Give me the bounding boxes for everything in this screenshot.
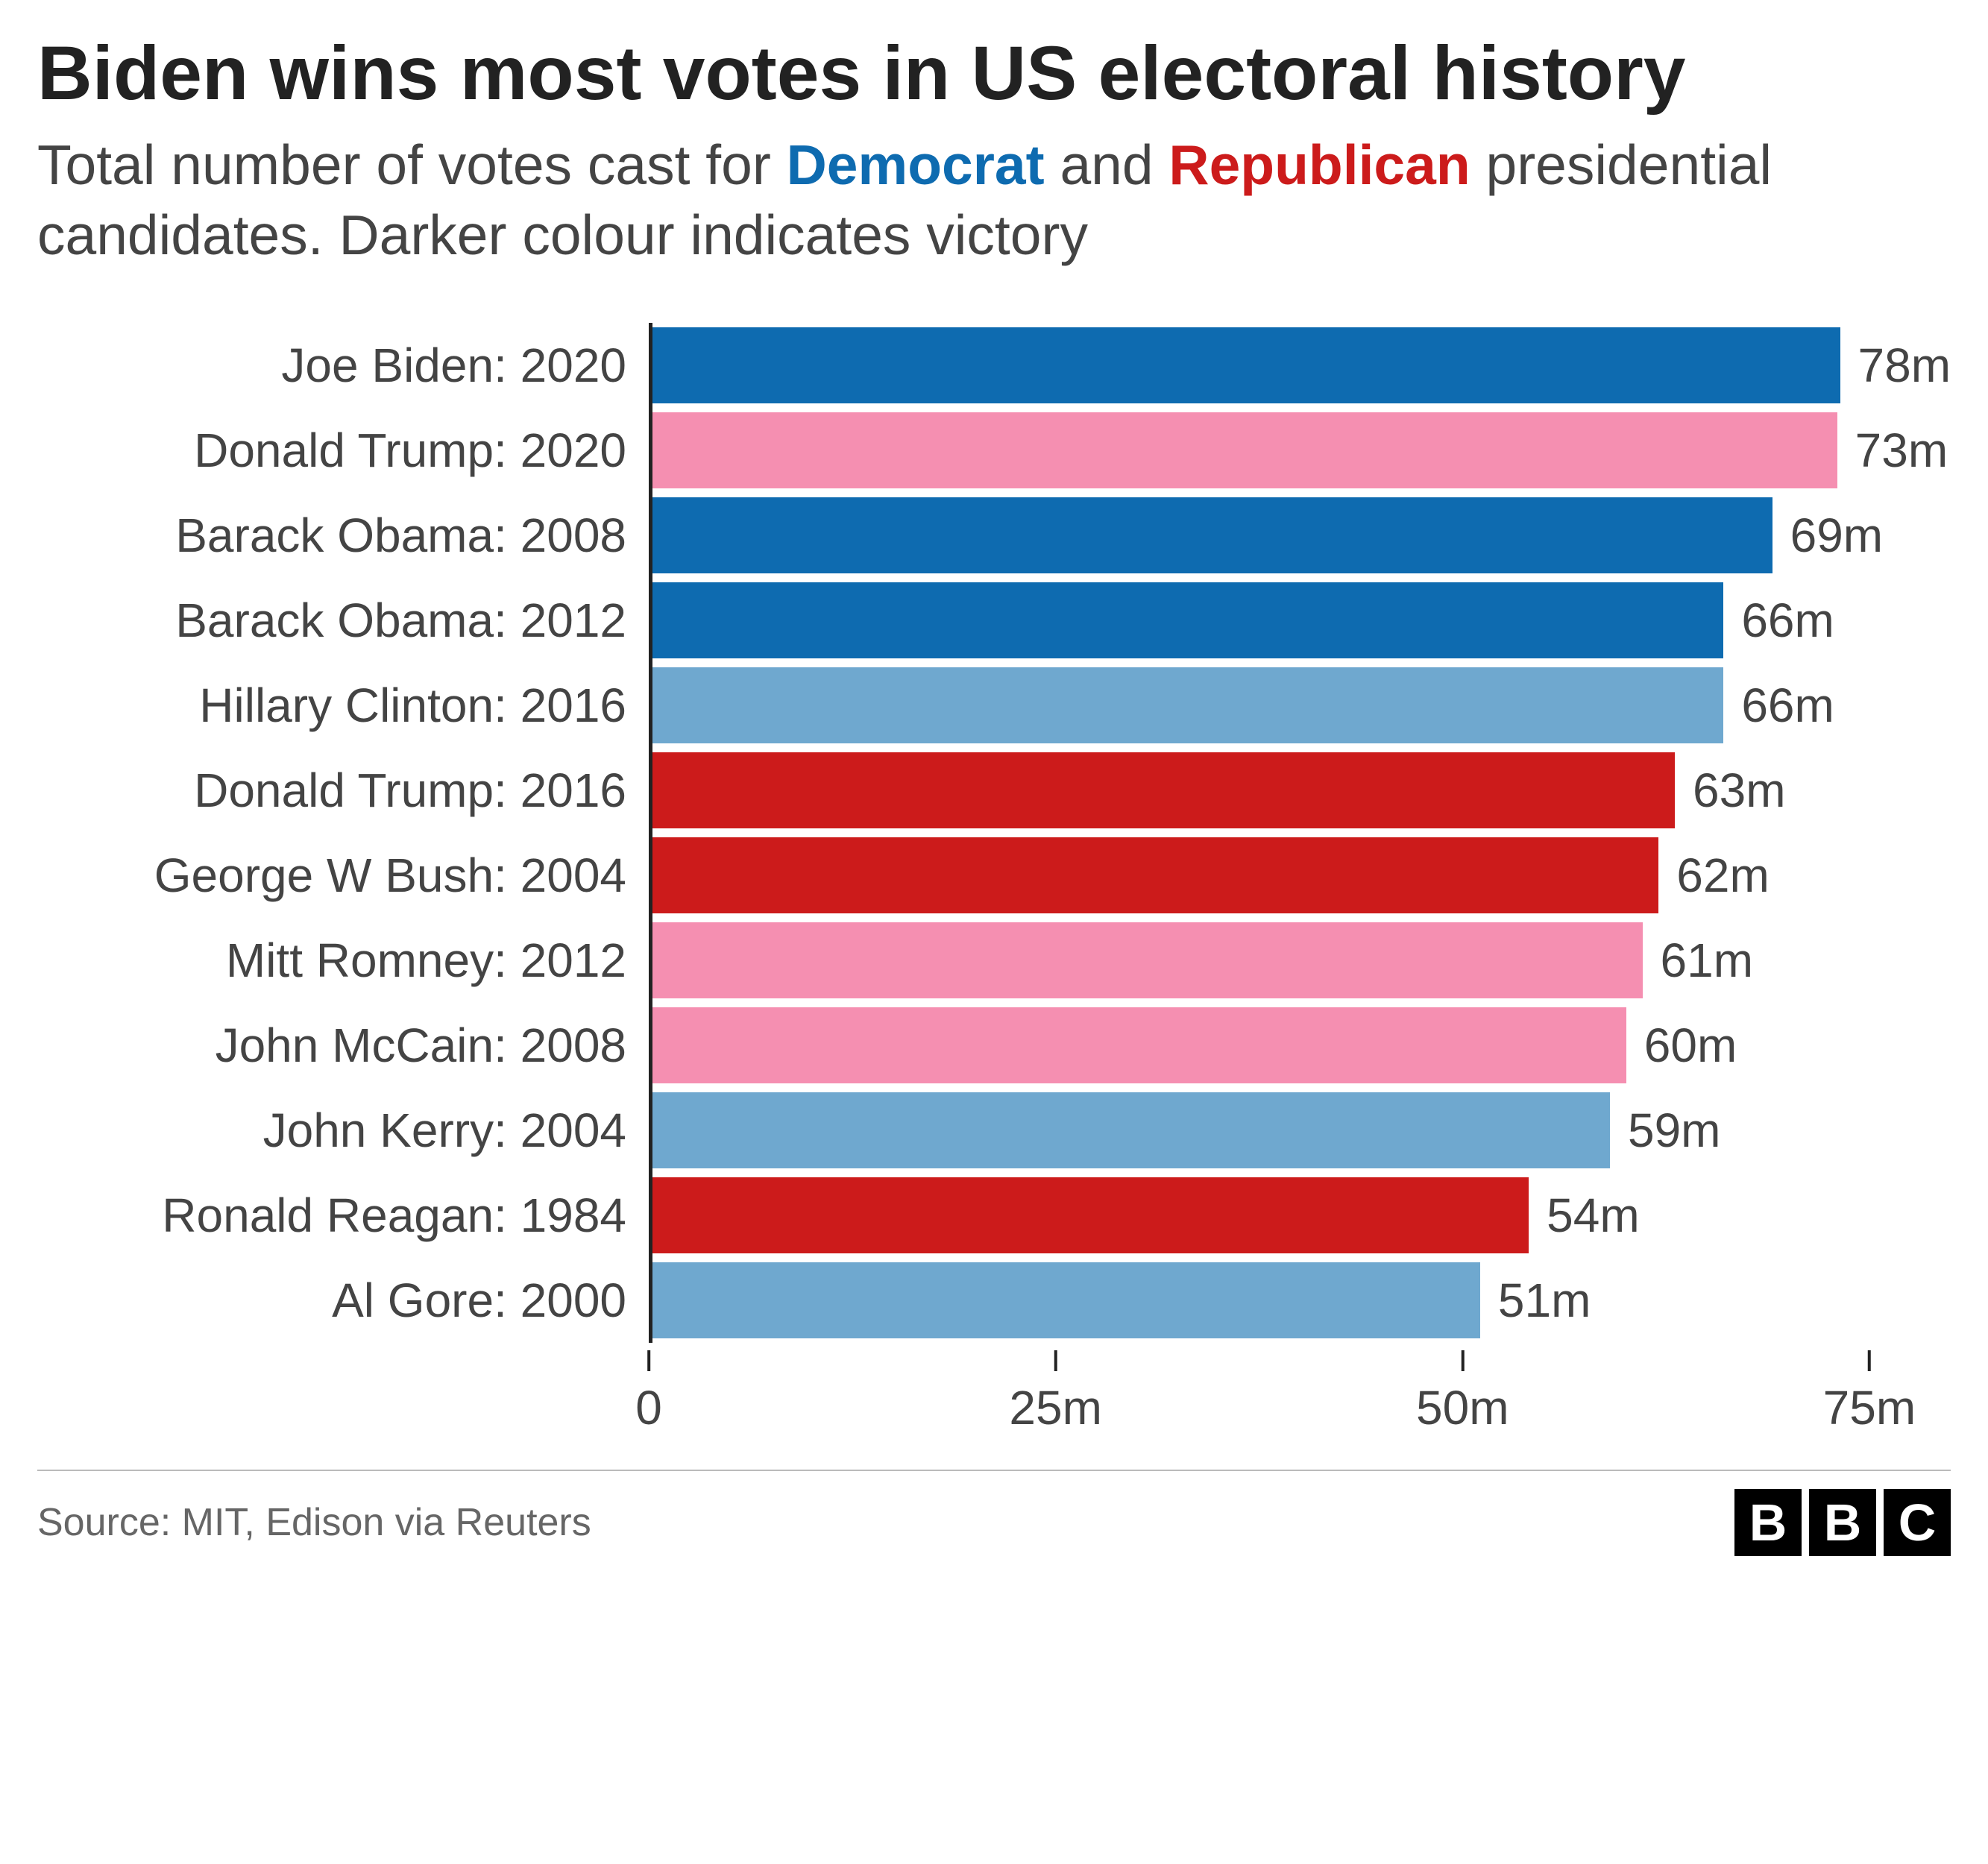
x-tick-label: 0	[635, 1380, 662, 1435]
bar-label: Barack Obama: 2008	[37, 508, 649, 563]
bar-label: Donald Trump: 2020	[37, 423, 649, 478]
subtitle-republican: Republican	[1168, 133, 1470, 196]
bar-chart: Joe Biden: 2020 Donald Trump: 2020 Barack …	[37, 323, 1951, 1343]
bar-label: Joe Biden: 2020	[37, 338, 649, 393]
bar	[652, 582, 1723, 658]
chart-subtitle: Total number of votes cast for Democrat …	[37, 130, 1951, 271]
chart-title: Biden wins most votes in US electoral hi…	[37, 30, 1951, 117]
bar-value-label: 54m	[1547, 1188, 1640, 1243]
bars-area: 78m 73m 69m 66m 66m 63m 62m 61m 60m 59m 54m 51m	[649, 323, 1951, 1343]
bar	[652, 1007, 1626, 1083]
bbc-logo-letter: B	[1809, 1489, 1876, 1556]
tick-mark	[1461, 1350, 1464, 1371]
bar-value-label: 66m	[1741, 593, 1834, 648]
x-tick: 75m	[1823, 1350, 1916, 1435]
bar-value-label: 73m	[1855, 423, 1948, 478]
bbc-logo: B B C	[1734, 1489, 1951, 1556]
tick-mark	[1868, 1350, 1871, 1371]
bbc-logo-letter: B	[1734, 1489, 1802, 1556]
bar	[652, 667, 1723, 743]
bar	[652, 752, 1675, 828]
bar-label: George W Bush: 2004	[37, 848, 649, 903]
bar-label: Ronald Reagan: 1984	[37, 1188, 649, 1243]
bar-label: Hillary Clinton: 2016	[37, 678, 649, 733]
bar-value-label: 59m	[1628, 1103, 1721, 1158]
chart-footer: Source: MIT, Edison via Reuters B B C	[37, 1470, 1951, 1556]
bar-label: John McCain: 2008	[37, 1018, 649, 1073]
bar	[652, 922, 1643, 998]
bar-label: Al Gore: 2000	[37, 1273, 649, 1328]
bar-value-label: 51m	[1498, 1273, 1591, 1328]
x-axis-spacer	[37, 1350, 649, 1440]
bar-label: Donald Trump: 2016	[37, 763, 649, 818]
bar	[652, 1262, 1480, 1338]
bar	[652, 1092, 1610, 1168]
bar-value-label: 61m	[1661, 933, 1754, 988]
x-tick: 50m	[1416, 1350, 1509, 1435]
x-axis: 0 25m 50m 75m	[37, 1350, 1951, 1440]
bar-value-label: 62m	[1676, 848, 1770, 903]
bar-value-label: 78m	[1858, 338, 1951, 393]
bar-value-label: 63m	[1693, 763, 1786, 818]
x-tick-label: 50m	[1416, 1380, 1509, 1435]
bar	[652, 497, 1772, 573]
bar	[652, 412, 1837, 488]
bar-value-label: 60m	[1644, 1018, 1737, 1073]
subtitle-text: and	[1045, 133, 1169, 196]
y-axis-labels: Joe Biden: 2020 Donald Trump: 2020 Barack …	[37, 323, 649, 1343]
source-attribution: Source: MIT, Edison via Reuters	[37, 1500, 591, 1545]
bar	[652, 1177, 1529, 1253]
tick-mark	[647, 1350, 650, 1371]
subtitle-democrat: Democrat	[787, 133, 1045, 196]
x-tick: 0	[635, 1350, 662, 1435]
subtitle-text: Total number of votes cast for	[37, 133, 787, 196]
bar	[652, 327, 1840, 403]
bar	[652, 837, 1658, 913]
bar-label: Barack Obama: 2012	[37, 593, 649, 648]
x-axis-ticks: 025m50m75m	[649, 1350, 1951, 1440]
bar-value-label: 69m	[1790, 508, 1884, 563]
bar-label: Mitt Romney: 2012	[37, 933, 649, 988]
x-tick: 25m	[1009, 1350, 1102, 1435]
tick-mark	[1054, 1350, 1057, 1371]
bbc-logo-letter: C	[1884, 1489, 1951, 1556]
x-tick-label: 75m	[1823, 1380, 1916, 1435]
bar-value-label: 66m	[1741, 678, 1834, 733]
x-tick-label: 25m	[1009, 1380, 1102, 1435]
bar-label: John Kerry: 2004	[37, 1103, 649, 1158]
